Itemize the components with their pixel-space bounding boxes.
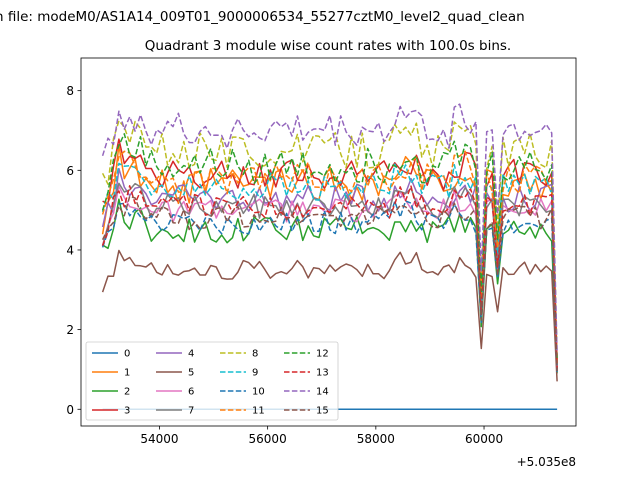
legend-label-6: 6	[188, 387, 194, 398]
y-tick-label: 0	[66, 403, 74, 417]
y-tick-label: 6	[66, 164, 74, 178]
legend-label-8: 8	[252, 349, 258, 360]
plot-frame	[80, 57, 577, 427]
legend-label-0: 0	[124, 349, 130, 360]
x-tick-label: 60000	[465, 432, 503, 446]
series-line-8	[101, 120, 558, 358]
series-group	[101, 103, 558, 411]
legend-label-5: 5	[188, 368, 194, 379]
y-tick-label: 8	[66, 84, 74, 98]
legend-label-10: 10	[252, 387, 265, 398]
legend-label-4: 4	[188, 349, 194, 360]
legend-label-15: 15	[316, 406, 329, 417]
y-axis: 0 2 4 6 8	[66, 84, 81, 417]
legend-label-11: 11	[252, 406, 265, 417]
series-line-10	[101, 200, 558, 372]
series-line-3	[102, 138, 558, 363]
series-line-14	[101, 103, 558, 354]
series-line-5	[101, 249, 558, 382]
legend-label-1: 1	[124, 368, 130, 379]
series-line-2	[102, 198, 558, 374]
chart-title: Quadrant 3 module wise count rates with …	[145, 38, 511, 54]
legend-label-2: 2	[124, 387, 130, 398]
series-line-11	[101, 150, 558, 364]
legend-label-12: 12	[316, 349, 329, 360]
x-offset-label: +5.035e8	[517, 455, 576, 469]
legend-label-7: 7	[188, 406, 194, 417]
series-line-15	[101, 195, 558, 372]
x-tick-label: 58000	[357, 432, 395, 446]
legend-label-13: 13	[316, 368, 329, 379]
figure-suptitle: n file: modeM0/AS1A14_009T01_9000006534_…	[0, 9, 525, 25]
x-tick-label: 54000	[140, 432, 178, 446]
legend-label-3: 3	[124, 406, 130, 417]
legend-label-14: 14	[316, 387, 329, 398]
series-line-9	[101, 162, 558, 365]
legend-frame	[85, 341, 339, 421]
y-tick-label: 2	[66, 323, 74, 337]
legend-label-9: 9	[252, 368, 258, 379]
x-axis: 54000 56000 58000 60000	[140, 426, 503, 446]
series-line-12	[101, 133, 558, 361]
y-tick-label: 4	[66, 243, 74, 257]
x-tick-label: 56000	[249, 432, 287, 446]
